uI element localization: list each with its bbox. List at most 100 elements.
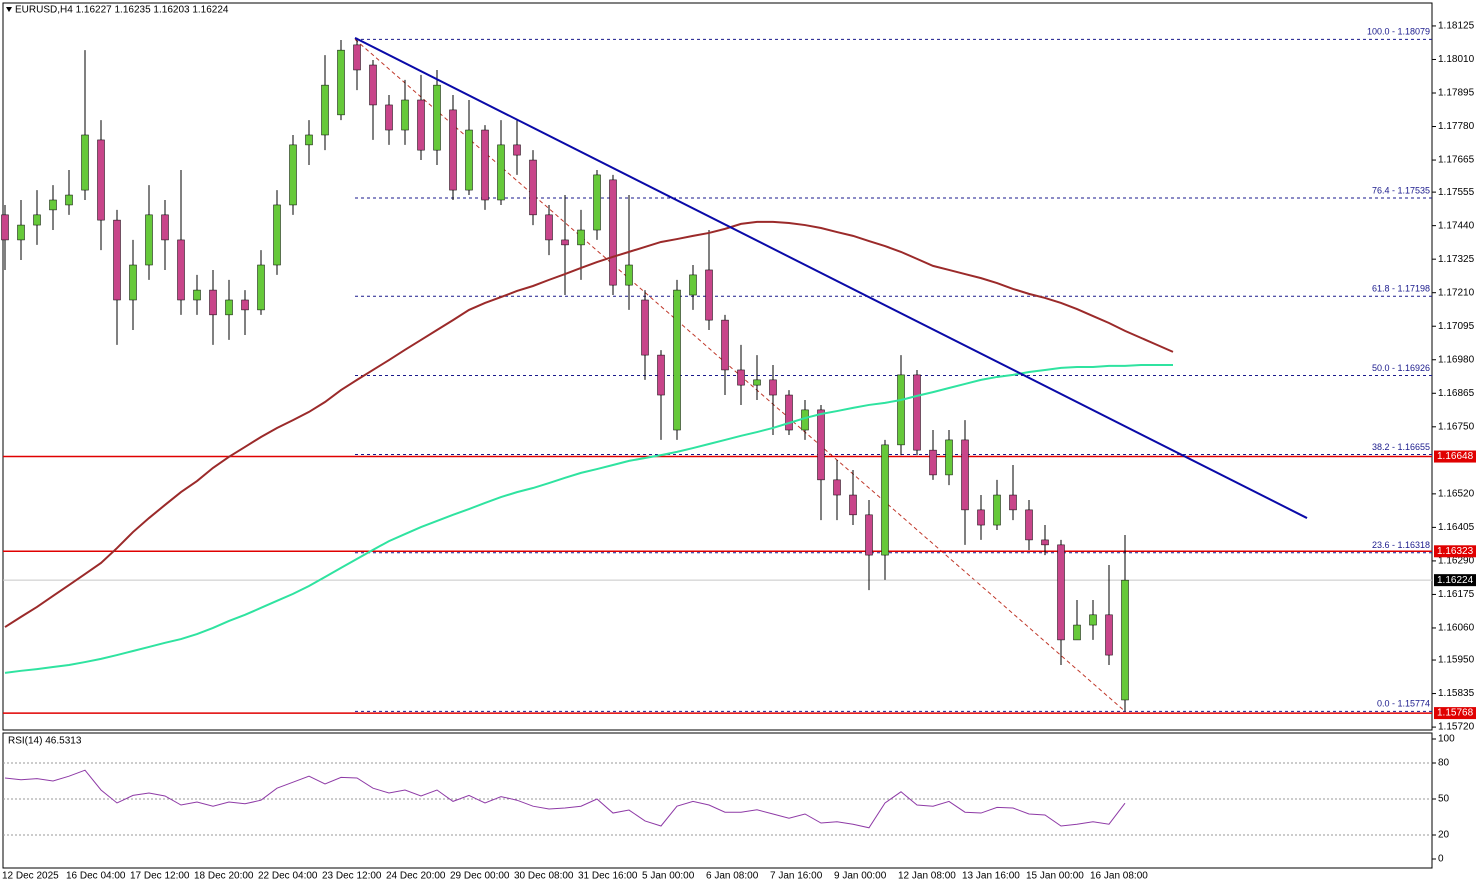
candle-body [961,439,969,511]
x-tick-label: 23 Dec 12:00 [322,871,382,882]
y-tick-label: 1.17780 [1438,121,1475,132]
price-box-label: 1.16648 [1437,451,1474,462]
candle-body [385,104,393,131]
rsi-tick-label: 50 [1438,794,1450,805]
candle-body [369,64,377,106]
y-tick-label: 1.16750 [1438,421,1475,432]
candle-body [641,299,649,356]
rsi-panel [2,732,1433,869]
candle-body [97,139,105,221]
trendline [354,37,1308,519]
y-tick-label: 1.16290 [1438,556,1475,567]
x-tick-label: 24 Dec 20:00 [386,871,446,882]
y-tick-label: 1.16865 [1438,388,1475,399]
candle-body [817,409,825,481]
y-tick-label: 1.16405 [1438,522,1475,533]
y-tick-label: 1.15835 [1438,688,1475,699]
candle-body [33,214,41,226]
rsi-line [4,769,1126,829]
rsi-tick-label: 80 [1438,758,1450,769]
price-box-label: 1.16224 [1437,575,1474,586]
candle-body [1089,614,1097,626]
price-box-label: 1.15768 [1437,708,1474,719]
x-tick-label: 16 Dec 04:00 [66,871,126,882]
candle-body [225,299,233,316]
candle-body [81,134,89,191]
price-box-label: 1.16323 [1437,546,1474,557]
candle-body [705,269,713,321]
x-tick-label: 12 Jan 08:00 [898,871,956,882]
candle-body [1,214,9,241]
candle-body [65,194,73,206]
candle-body [113,219,121,301]
candle-body [481,129,489,201]
price-box [1434,574,1476,587]
candle-body [145,214,153,266]
rsi-tick-label: 100 [1438,734,1455,745]
candle-body [241,299,249,311]
main-panel [2,2,1433,731]
candle-body [1105,614,1113,656]
x-tick-label: 7 Jan 16:00 [770,871,823,882]
candle-body [753,379,761,386]
y-tick-label: 1.18125 [1438,21,1475,32]
x-tick-label: 30 Dec 08:00 [514,871,574,882]
candle-body [897,374,905,446]
candle-body [305,134,313,146]
x-tick-label: 9 Jan 00:00 [834,871,887,882]
y-tick-label: 1.17210 [1438,287,1475,298]
candle-body [577,229,585,246]
candle-body [993,494,1001,526]
candle-body [929,449,937,476]
candle-body [1025,509,1033,541]
x-tick-label: 15 Jan 00:00 [1026,871,1084,882]
y-tick-label: 1.16980 [1438,354,1475,365]
candle-body [673,289,681,431]
fib-label: 23.6 - 1.16318 [1372,540,1430,550]
symbol-header: EURUSD,H4 1.16227 1.16235 1.16203 1.1622… [15,5,229,16]
fib-label: 61.8 - 1.17198 [1372,284,1430,294]
candle-body [289,144,297,206]
x-tick-label: 22 Dec 04:00 [258,871,318,882]
y-tick-label: 1.17665 [1438,155,1475,166]
candle-body [161,214,169,241]
candle-body [1057,544,1065,641]
candle-body [657,354,665,396]
x-tick-label: 16 Jan 08:00 [1090,871,1148,882]
moving-average [4,364,1173,674]
candle-body [849,494,857,516]
rsi-title: RSI(14) 46.5313 [8,736,82,747]
x-tick-label: 13 Jan 16:00 [962,871,1020,882]
x-tick-label: 17 Dec 12:00 [130,871,190,882]
candle-body [977,509,985,526]
candle-body [337,49,345,116]
candle-body [433,84,441,151]
fib-label: 76.4 - 1.17535 [1372,185,1430,195]
candle-body [17,224,25,241]
candle-body [529,159,537,216]
rsi-tick-label: 0 [1438,854,1444,865]
candle-body [865,514,873,556]
candle-body [609,179,617,286]
candle-body [209,289,217,316]
candle-body [625,264,633,286]
candle-body [177,239,185,301]
candle-body [945,439,953,476]
candle-body [785,394,793,431]
candle-body [497,144,505,201]
candle-body [1121,579,1129,701]
y-tick-label: 1.17440 [1438,220,1475,231]
candle-body [689,274,697,296]
price-box [1434,450,1476,463]
y-tick-label: 1.17325 [1438,254,1475,265]
candle-body [769,379,777,396]
candle-body [1073,624,1081,641]
candle-body [721,319,729,371]
candle-body [737,369,745,386]
fib-label: 38.2 - 1.16655 [1372,442,1430,452]
x-tick-label: 18 Dec 20:00 [194,871,254,882]
candle-body [561,239,569,246]
y-tick-label: 1.17095 [1438,321,1475,332]
candle-body [257,264,265,311]
